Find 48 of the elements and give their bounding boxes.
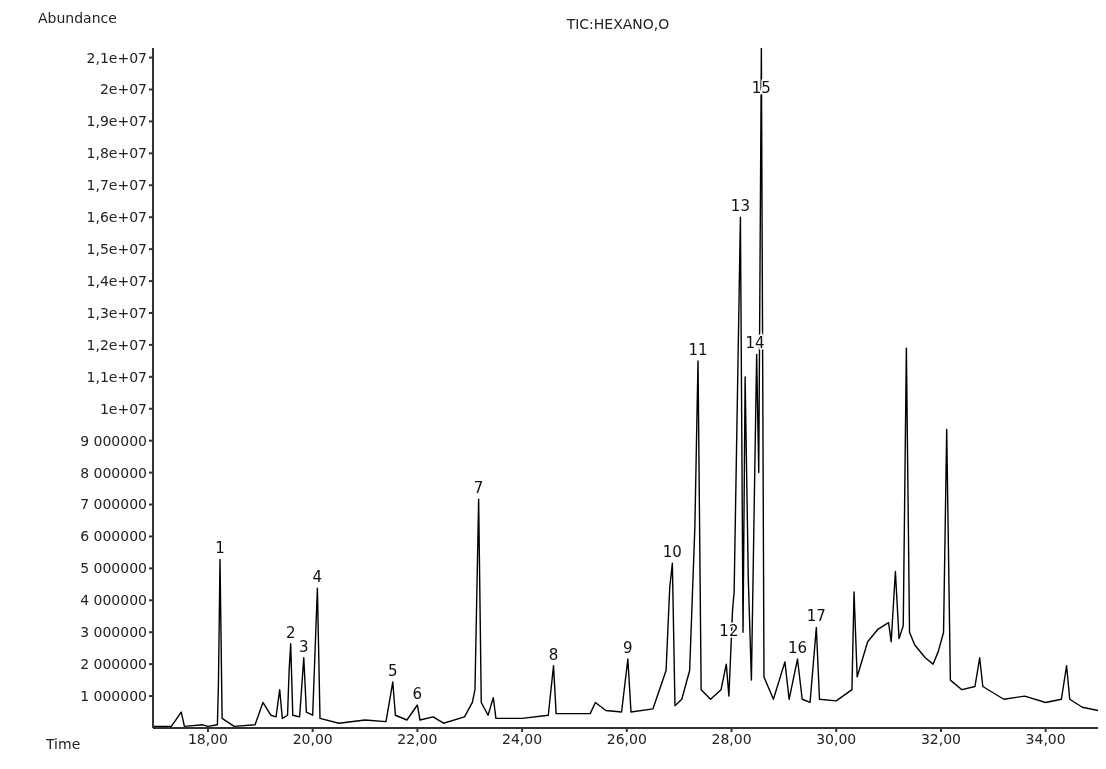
y-tick-label: 8 000000	[80, 464, 147, 481]
y-tick-label: 1,8e+07	[86, 145, 147, 162]
x-tick-label: 18,00	[187, 730, 229, 747]
x-tick-label: 24,00	[502, 730, 543, 747]
y-tick-label: 1,4e+07	[86, 273, 147, 290]
y-tick-label: 6 000000	[80, 528, 147, 545]
y-tick-label: 1,5e+07	[86, 241, 147, 258]
y-tick-label: 3 000000	[80, 624, 147, 641]
y-tick-label: 1,6e+07	[86, 209, 147, 226]
x-tick-label: 22,00	[397, 730, 438, 747]
chart-title: TIC:HEXANO,O	[565, 16, 671, 32]
y-tick-label: 4 000000	[80, 592, 147, 609]
x-tick-label: 20,00	[292, 730, 333, 747]
x-axis-title: Time	[46, 736, 81, 752]
x-tick-label: 28,00	[711, 730, 752, 747]
y-tick-label: 2 000000	[80, 656, 147, 673]
y-tick-label: 1e+07	[99, 400, 147, 417]
y-tick-label: 1 000000	[80, 688, 147, 705]
annotation: 5	[388, 662, 398, 681]
y-tick-label: 1,1e+07	[86, 368, 147, 385]
annotation: 10	[662, 543, 682, 562]
y-tick-label: 2e+07	[99, 81, 147, 98]
annotation: 9	[623, 639, 633, 658]
annotation: 6	[412, 685, 423, 704]
y-tick-label: 7 000000	[80, 496, 147, 513]
annotation: 17	[806, 607, 826, 626]
x-tick-label: 34,00	[1025, 730, 1066, 747]
y-tick-label: 2,1e+07	[86, 49, 147, 66]
x-tick-label: 32,00	[920, 730, 961, 747]
annotation: 7	[473, 479, 484, 498]
x-tick-label: 26,00	[606, 730, 647, 747]
annotation: 2	[285, 623, 296, 642]
y-tick-label: 1,2e+07	[86, 336, 147, 353]
annotation: 11	[688, 340, 708, 359]
x-tick-label: 30,00	[816, 730, 857, 747]
annotation: 3	[299, 637, 309, 656]
y-axis-title: Abundance	[38, 10, 117, 26]
y-tick-label: 1,9e+07	[86, 113, 147, 130]
annotation: 4	[312, 568, 323, 587]
y-tick-label: 1,7e+07	[86, 177, 147, 194]
y-tick-label: 9 000000	[80, 432, 147, 449]
y-tick-label: 1,3e+07	[86, 304, 147, 321]
annotation: 16	[787, 639, 808, 658]
y-tick-label: 5 000000	[80, 560, 147, 577]
annotation: 1	[215, 539, 225, 558]
line-series	[153, 48, 1098, 728]
annotation: 8	[548, 645, 559, 664]
annotation: 13	[730, 197, 750, 216]
